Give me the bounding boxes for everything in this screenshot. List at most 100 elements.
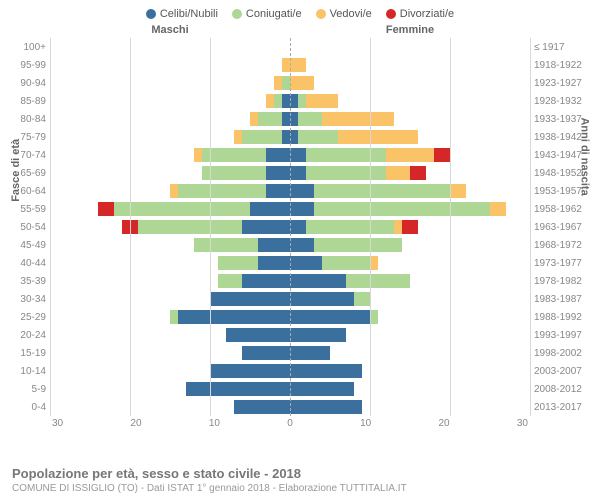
female-side <box>290 292 530 306</box>
male-side <box>50 112 290 126</box>
female-side <box>290 220 530 234</box>
pyramid-row: 100+≤ 1917 <box>12 38 588 56</box>
bar-segment-cel <box>290 238 314 252</box>
legend: Celibi/Nubili Coniugati/e Vedovi/e Divor… <box>12 8 588 20</box>
plot-area: Fasce di età Anni di nascita 100+≤ 19179… <box>12 38 588 416</box>
bar-segment-ved <box>290 76 314 90</box>
female-side <box>290 328 530 342</box>
bar-segment-con <box>298 130 338 144</box>
bar-segment-ved <box>250 112 258 126</box>
bar-segment-cel <box>242 346 290 360</box>
bar-segment-cel <box>210 292 290 306</box>
bar-segment-ved <box>170 184 178 198</box>
header-female: Femmine <box>290 24 530 36</box>
male-side <box>50 40 290 54</box>
pyramid-row: 45-491968-1972 <box>12 236 588 254</box>
bar-segment-ved <box>386 148 434 162</box>
female-side <box>290 400 530 414</box>
x-tick: 30 <box>517 418 528 429</box>
footer: Popolazione per età, sesso e stato civil… <box>12 466 588 494</box>
bar-segment-con <box>242 130 282 144</box>
year-label: 1973-1977 <box>530 258 588 269</box>
male-side <box>50 400 290 414</box>
bar-segment-div <box>98 202 114 216</box>
bar-segment-con <box>314 184 450 198</box>
bar-segment-con <box>322 256 370 270</box>
female-side <box>290 256 530 270</box>
x-tick: 0 <box>287 418 293 429</box>
legend-label: Celibi/Nubili <box>160 8 218 20</box>
bar-segment-cel <box>290 328 346 342</box>
pyramid-row: 50-541963-1967 <box>12 218 588 236</box>
pyramid-row: 75-791938-1942 <box>12 128 588 146</box>
bar-segment-cel <box>290 256 322 270</box>
bar-segment-con <box>170 310 178 324</box>
bar-segment-cel <box>258 256 290 270</box>
age-label: 70-74 <box>12 150 50 161</box>
year-label: ≤ 1917 <box>530 42 588 53</box>
year-label: 2003-2007 <box>530 366 588 377</box>
age-label: 40-44 <box>12 258 50 269</box>
female-side <box>290 238 530 252</box>
female-side <box>290 274 530 288</box>
grid-line <box>530 38 531 416</box>
female-side <box>290 364 530 378</box>
bar-segment-ved <box>290 58 306 72</box>
bar-segment-con <box>306 166 386 180</box>
age-label: 50-54 <box>12 222 50 233</box>
age-label: 95-99 <box>12 60 50 71</box>
bar-segment-div <box>402 220 418 234</box>
year-label: 1938-1942 <box>530 132 588 143</box>
male-side <box>50 274 290 288</box>
bar-segment-cel <box>242 274 290 288</box>
bar-segment-con <box>298 112 322 126</box>
year-label: 1953-1957 <box>530 186 588 197</box>
bar-segment-cel <box>290 94 298 108</box>
female-side <box>290 382 530 396</box>
pyramid-row: 60-64 1953-1957 <box>12 182 588 200</box>
year-label: 2008-2012 <box>530 384 588 395</box>
pyramid-row: 80-841933-1937 <box>12 110 588 128</box>
pyramid-row: 55-591958-1962 <box>12 200 588 218</box>
bar-segment-con <box>202 166 266 180</box>
age-label: 80-84 <box>12 114 50 125</box>
bar-segment-cel <box>290 364 362 378</box>
male-side <box>50 220 290 234</box>
pyramid-row: 95-991918-1922 <box>12 56 588 74</box>
bar-segment-cel <box>266 148 290 162</box>
grid-line <box>130 38 131 416</box>
male-side <box>50 310 290 324</box>
bar-segment-con <box>202 148 266 162</box>
age-label: 0-4 <box>12 402 50 413</box>
male-side <box>50 58 290 72</box>
bar-segment-cel <box>266 166 290 180</box>
bar-segment-con <box>194 238 258 252</box>
female-side <box>290 58 530 72</box>
year-label: 1993-1997 <box>530 330 588 341</box>
age-label: 60-64 <box>12 186 50 197</box>
grid-line <box>450 38 451 416</box>
chart-container: Celibi/Nubili Coniugati/e Vedovi/e Divor… <box>0 0 600 500</box>
x-tick: 20 <box>130 418 141 429</box>
year-label: 1998-2002 <box>530 348 588 359</box>
male-side <box>50 292 290 306</box>
bar-segment-cel <box>250 202 290 216</box>
age-label: 35-39 <box>12 276 50 287</box>
male-side <box>50 94 290 108</box>
legend-item-vedovi: Vedovi/e <box>316 8 372 20</box>
bar-segment-cel <box>290 292 354 306</box>
bar-segment-cel <box>290 310 370 324</box>
pyramid-row: 90-941923-1927 <box>12 74 588 92</box>
bar-segment-ved <box>282 58 290 72</box>
pyramid-row: 35-391978-1982 <box>12 272 588 290</box>
legend-item-celibi: Celibi/Nubili <box>146 8 218 20</box>
bar-segment-ved <box>386 166 410 180</box>
bar-segment-con <box>218 274 242 288</box>
female-side <box>290 94 530 108</box>
legend-swatch <box>386 9 396 19</box>
bar-segment-cel <box>290 184 314 198</box>
age-label: 65-69 <box>12 168 50 179</box>
female-side <box>290 310 530 324</box>
bar-segment-cel <box>290 166 306 180</box>
male-side <box>50 202 290 216</box>
